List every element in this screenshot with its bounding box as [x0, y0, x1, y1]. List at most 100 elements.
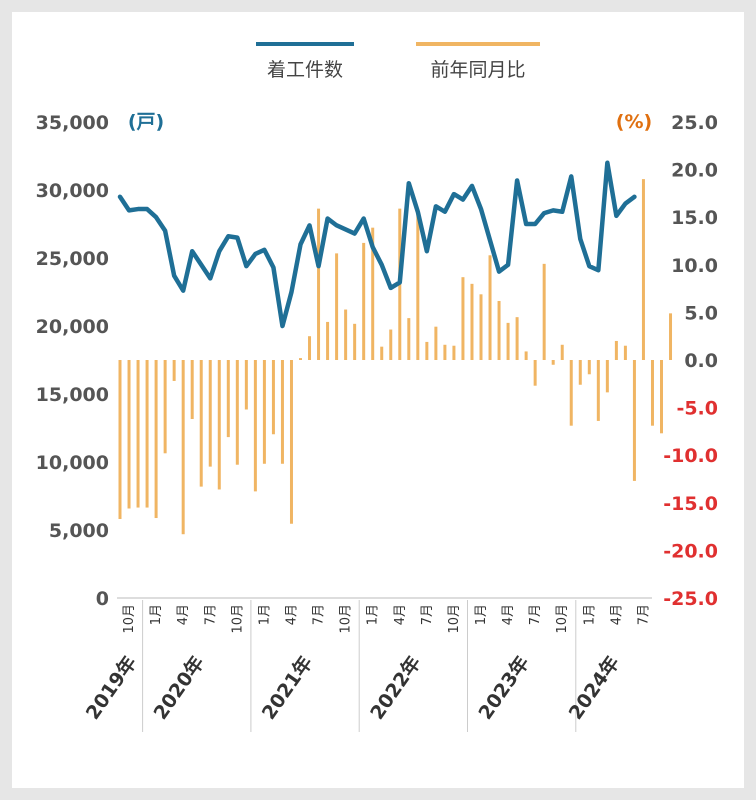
right-axis-tick: -25.0	[663, 588, 718, 610]
x-month-tick: 7月	[637, 604, 652, 625]
yoy-bar	[190, 360, 194, 420]
yoy-bar	[362, 242, 366, 360]
right-axis: 25.0 20.0 15.0 10.0 5.0 0.0 -5.0 -10.0 -15.0 -20.…	[663, 112, 718, 610]
x-month-tick: 1月	[366, 604, 381, 625]
x-year-label: 2024年	[564, 652, 624, 724]
left-axis-tick: 30,000	[36, 180, 109, 202]
yoy-bar	[669, 313, 673, 360]
x-month-tick: 1月	[474, 604, 489, 625]
x-month-tick: 1月	[582, 604, 597, 625]
yoy-bar	[605, 360, 609, 393]
x-year-label: 2020年	[149, 652, 209, 724]
x-month-tick: 1月	[149, 604, 164, 625]
yoy-bar	[542, 263, 546, 360]
right-axis-tick: 10.0	[671, 255, 718, 277]
yoy-bar	[235, 360, 239, 465]
yoy-bar	[271, 360, 275, 435]
legend-bar-label: 前年同月比	[430, 59, 525, 81]
yoy-bar	[199, 360, 203, 487]
left-axis-tick: 15,000	[36, 384, 109, 406]
left-axis-tick: 35,000	[36, 112, 109, 134]
yoy-bar	[524, 351, 528, 360]
yoy-bar	[533, 360, 537, 386]
yoy-bar	[208, 360, 212, 467]
yoy-bar	[560, 344, 564, 360]
right-axis-tick: -15.0	[663, 493, 718, 515]
legend-line-label: 着工件数	[267, 59, 343, 81]
yoy-bar	[551, 360, 555, 365]
x-month-tick: 10月	[339, 604, 354, 634]
yoy-bar	[452, 345, 456, 360]
yoy-bar	[371, 227, 375, 360]
yoy-bar	[326, 321, 330, 360]
legend: 着工件数 前年同月比	[256, 42, 540, 81]
yoy-bar	[253, 360, 257, 492]
yoy-bar	[596, 360, 600, 421]
x-month-tick: 7月	[203, 604, 218, 625]
x-month-tick: 10月	[122, 604, 137, 634]
yoy-bar	[317, 208, 321, 360]
yoy-bar	[389, 329, 393, 360]
yoy-bar	[416, 213, 420, 360]
right-axis-tick: -10.0	[663, 445, 718, 467]
yoy-bar	[344, 309, 348, 360]
yoy-bar	[407, 318, 411, 360]
right-axis-tick: -5.0	[676, 398, 718, 420]
yoy-bar	[380, 346, 384, 360]
yoy-bar	[262, 360, 266, 464]
x-year-label: 2022年	[365, 652, 425, 724]
yoy-bar	[488, 255, 492, 360]
yoy-bar	[479, 294, 483, 360]
left-axis-unit: (戸)	[128, 111, 164, 133]
right-axis-tick: 15.0	[671, 207, 718, 229]
yoy-bar	[172, 360, 176, 381]
yoy-bar	[578, 360, 582, 385]
right-axis-tick: -20.0	[663, 540, 718, 562]
x-year-label: 2023年	[474, 652, 534, 724]
x-month-tick: 1月	[257, 604, 272, 625]
yoy-bar	[614, 340, 618, 360]
yoy-bar	[461, 277, 465, 360]
bar-series	[118, 179, 673, 535]
x-year-label: 2021年	[257, 652, 317, 724]
yoy-bar	[163, 360, 167, 454]
yoy-bar	[217, 360, 221, 490]
right-axis-tick: 25.0	[671, 112, 718, 134]
yoy-bar	[587, 360, 591, 375]
yoy-bar	[226, 360, 230, 438]
yoy-bar	[289, 360, 293, 524]
left-axis-tick: 5,000	[49, 520, 109, 542]
yoy-bar	[497, 300, 501, 360]
yoy-bar	[623, 345, 627, 360]
yoy-bar	[299, 358, 302, 360]
yoy-bar	[425, 341, 429, 360]
left-axis-tick: 25,000	[36, 248, 109, 270]
x-year-label: 2019年	[81, 652, 141, 724]
left-axis: 35,000 30,000 25,000 20,000 15,000 10,000 5,00…	[36, 112, 109, 610]
x-axis: 10月 1月 4月 7月 10月 1月 4月 7月 10月 1月 4月 7月 10月 1月 4月 7月 10月 1…	[81, 597, 652, 732]
right-axis-unit: (%)	[616, 111, 652, 133]
yoy-bar	[515, 317, 519, 360]
x-month-tick: 4月	[176, 604, 191, 625]
yoy-bar	[118, 360, 122, 519]
x-month-tick: 10月	[555, 604, 570, 634]
right-axis-tick: 20.0	[671, 160, 718, 182]
yoy-bar	[145, 360, 149, 508]
left-axis-tick: 20,000	[36, 316, 109, 338]
left-axis-tick: 10,000	[36, 452, 109, 474]
x-month-tick: 7月	[420, 604, 435, 625]
yoy-bar	[650, 360, 654, 426]
yoy-bar	[506, 322, 510, 360]
yoy-bar	[434, 326, 438, 360]
yoy-bar	[353, 323, 357, 360]
line-series	[117, 160, 637, 329]
x-month-tick: 4月	[609, 604, 624, 625]
yoy-bar	[244, 360, 248, 410]
right-axis-tick: 0.0	[684, 350, 718, 372]
yoy-bar	[335, 253, 339, 360]
chart-card: 着工件数 前年同月比 (戸) (%) 35,000 30,000 25,000 20,…	[12, 12, 744, 788]
yoy-bar	[280, 360, 284, 464]
x-month-tick: 4月	[501, 604, 516, 625]
yoy-bar	[127, 360, 131, 509]
right-axis-tick: 5.0	[684, 302, 718, 324]
